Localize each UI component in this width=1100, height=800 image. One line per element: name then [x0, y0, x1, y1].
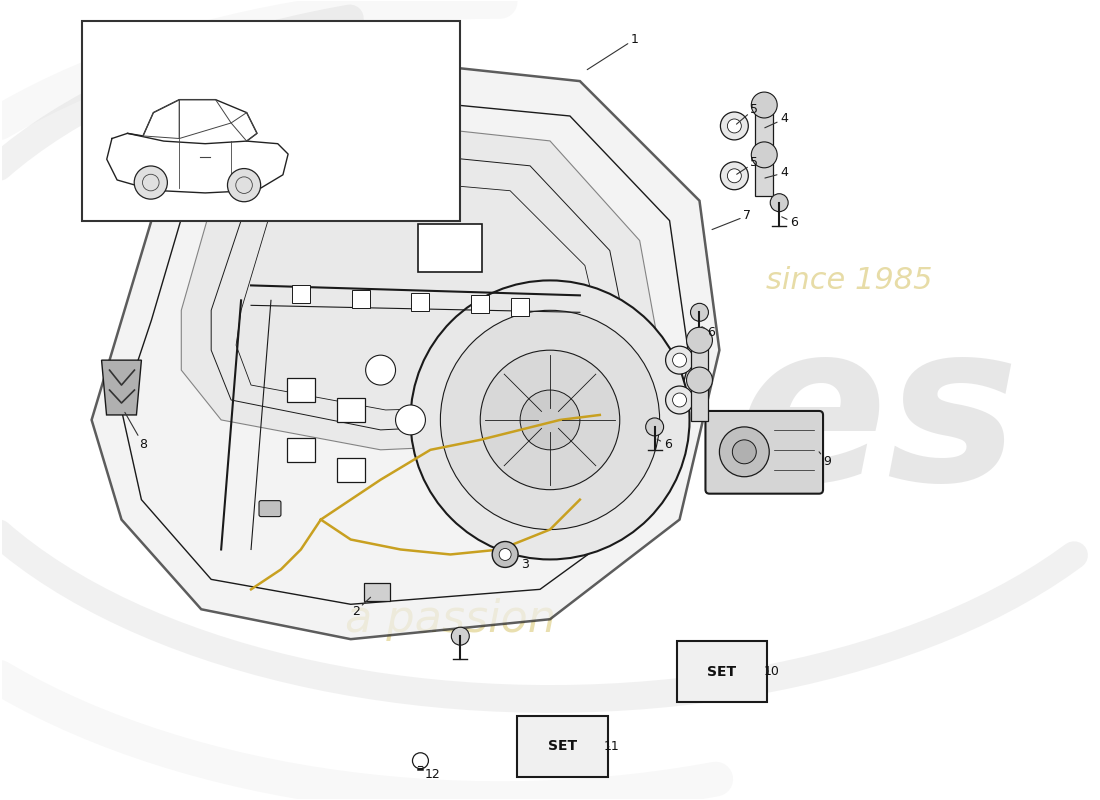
Circle shape	[412, 753, 428, 769]
Polygon shape	[101, 360, 142, 415]
Circle shape	[666, 346, 693, 374]
FancyBboxPatch shape	[81, 22, 460, 221]
Circle shape	[410, 281, 690, 559]
FancyBboxPatch shape	[418, 224, 482, 273]
FancyBboxPatch shape	[411, 294, 429, 311]
Circle shape	[134, 166, 167, 199]
FancyBboxPatch shape	[676, 641, 767, 702]
Text: 9: 9	[820, 452, 830, 468]
Text: SET: SET	[707, 665, 737, 678]
Circle shape	[396, 405, 426, 435]
Text: 3: 3	[518, 554, 529, 571]
Circle shape	[751, 142, 778, 168]
Circle shape	[719, 427, 769, 477]
FancyBboxPatch shape	[258, 501, 280, 517]
Circle shape	[451, 627, 470, 645]
Text: a passion: a passion	[344, 598, 556, 641]
Text: 7: 7	[712, 209, 751, 230]
Circle shape	[672, 353, 686, 367]
FancyBboxPatch shape	[287, 438, 315, 462]
FancyBboxPatch shape	[517, 716, 608, 777]
FancyBboxPatch shape	[364, 583, 389, 602]
Polygon shape	[182, 116, 660, 450]
Circle shape	[720, 162, 748, 190]
Circle shape	[686, 327, 713, 353]
FancyBboxPatch shape	[337, 398, 364, 422]
Circle shape	[646, 418, 663, 436]
Text: 6: 6	[702, 326, 715, 338]
FancyBboxPatch shape	[756, 156, 773, 196]
Text: 6: 6	[782, 216, 799, 229]
Text: 11: 11	[604, 740, 619, 754]
Text: 12: 12	[422, 766, 440, 781]
Text: 8: 8	[125, 412, 147, 451]
Text: 4: 4	[764, 113, 788, 128]
Circle shape	[686, 367, 713, 393]
Circle shape	[727, 169, 741, 182]
Text: 2: 2	[352, 598, 371, 618]
FancyBboxPatch shape	[337, 458, 364, 482]
Text: 6: 6	[657, 438, 671, 451]
FancyBboxPatch shape	[691, 381, 708, 421]
FancyBboxPatch shape	[512, 298, 529, 316]
FancyBboxPatch shape	[705, 411, 823, 494]
Circle shape	[481, 350, 619, 490]
Circle shape	[727, 119, 741, 133]
Text: es: es	[737, 313, 1021, 527]
Polygon shape	[91, 51, 719, 639]
Circle shape	[770, 194, 789, 212]
Circle shape	[666, 386, 693, 414]
Text: 5: 5	[737, 156, 758, 174]
Circle shape	[720, 112, 748, 140]
FancyBboxPatch shape	[691, 342, 708, 381]
Text: 4: 4	[764, 166, 788, 179]
FancyBboxPatch shape	[352, 290, 370, 308]
FancyBboxPatch shape	[287, 378, 315, 402]
Circle shape	[499, 549, 512, 561]
Text: 10: 10	[763, 665, 779, 678]
Circle shape	[691, 303, 708, 322]
Circle shape	[365, 355, 396, 385]
FancyBboxPatch shape	[292, 286, 310, 303]
Circle shape	[440, 310, 660, 530]
Text: since 1985: since 1985	[766, 266, 932, 295]
Text: 5: 5	[737, 102, 758, 124]
Circle shape	[228, 169, 261, 202]
Circle shape	[672, 393, 686, 407]
FancyBboxPatch shape	[471, 295, 490, 314]
Text: 1: 1	[587, 33, 639, 70]
Circle shape	[520, 390, 580, 450]
Circle shape	[492, 542, 518, 567]
FancyBboxPatch shape	[756, 106, 773, 146]
Circle shape	[733, 440, 757, 464]
Circle shape	[751, 92, 778, 118]
Text: SET: SET	[548, 739, 578, 754]
